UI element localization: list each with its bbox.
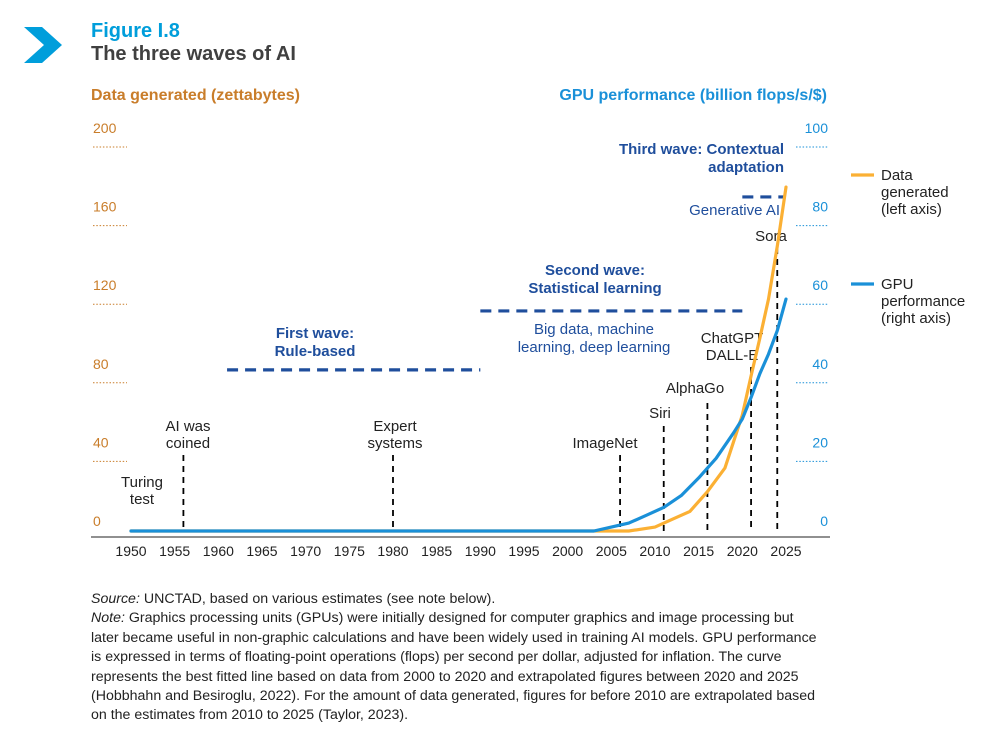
notes-block: Source: UNCTAD, based on various estimat… [91, 590, 821, 726]
right-tick-label: 0 [820, 513, 828, 529]
wave-title: Third wave: Contextual [619, 141, 784, 158]
left-axis-title: Data generated (zettabytes) [91, 87, 300, 104]
x-tick-label: 1985 [421, 543, 452, 559]
left-tick-label: 80 [93, 356, 109, 372]
source-text: UNCTAD, based on various estimates (see … [139, 591, 496, 607]
legend-label: (right axis) [881, 310, 951, 327]
x-tick-label: 1975 [334, 543, 365, 559]
event-label: test [130, 491, 155, 508]
legend-label: Data [881, 167, 913, 184]
event-label: Turing [121, 474, 163, 491]
x-tick-label: 1980 [377, 543, 408, 559]
wave-title: Rule-based [275, 343, 356, 360]
note-text: Graphics processing units (GPUs) were in… [91, 610, 817, 724]
wave-title: Statistical learning [528, 280, 661, 297]
legend-label: (left axis) [881, 201, 942, 218]
event-label: Expert [373, 418, 417, 435]
left-tick-label: 0 [93, 513, 101, 529]
legend-label: performance [881, 293, 965, 310]
wave-subtitle: Generative AI [689, 202, 780, 219]
source-label: Source: [91, 591, 140, 607]
series-line-data-generated [129, 185, 788, 533]
figure-title: The three waves of AI [91, 43, 296, 65]
x-tick-label: 2000 [552, 543, 583, 559]
x-tick-label: 2020 [727, 543, 758, 559]
chevron-logo-icon [24, 27, 62, 63]
left-tick-label: 120 [93, 277, 117, 293]
wave-title: First wave: [276, 325, 354, 342]
legend-label: GPU [881, 276, 914, 293]
event-label: Sora [755, 228, 787, 245]
chart: Data generated (zettabytes) GPU performan… [91, 87, 965, 559]
x-tick-label: 1995 [508, 543, 539, 559]
left-tick-label: 160 [93, 199, 117, 215]
event-label: ChatGPT [701, 330, 764, 347]
wave-title: Second wave: [545, 262, 645, 279]
right-tick-label: 60 [812, 277, 828, 293]
event-label: DALL-E [706, 347, 759, 364]
event-label: Siri [649, 405, 671, 422]
x-tick-label: 1965 [246, 543, 277, 559]
x-tick-label: 2015 [683, 543, 714, 559]
source-line: Source: UNCTAD, based on various estimat… [91, 590, 821, 609]
right-tick-label: 20 [812, 434, 828, 450]
legend-label: generated [881, 184, 949, 201]
left-tick-label: 40 [93, 434, 109, 450]
wave-title: adaptation [708, 159, 784, 176]
x-tick-label: 1990 [465, 543, 496, 559]
x-tick-label: 1955 [159, 543, 190, 559]
right-tick-label: 100 [805, 120, 829, 136]
series-line-gpu-performance [129, 297, 788, 533]
figure-number: Figure I.8 [91, 20, 180, 42]
wave-subtitle: Big data, machine [534, 321, 654, 338]
note-label: Note: [91, 610, 125, 627]
event-label: AI was [165, 418, 210, 435]
x-tick-label: 1950 [115, 543, 146, 559]
right-tick-label: 40 [812, 356, 828, 372]
x-tick-label: 2010 [639, 543, 670, 559]
wave-subtitle: learning, deep learning [518, 339, 671, 356]
x-tick-label: 2005 [596, 543, 627, 559]
note-paragraph: Note: Graphics processing units (GPUs) w… [91, 609, 821, 725]
event-label: AlphaGo [666, 380, 724, 397]
event-label: coined [166, 435, 210, 452]
left-tick-label: 200 [93, 120, 117, 136]
right-axis-title: GPU performance (billion flops/s/$) [559, 87, 827, 104]
x-tick-label: 1960 [203, 543, 234, 559]
event-label: ImageNet [572, 435, 638, 452]
x-tick-label: 1970 [290, 543, 321, 559]
x-tick-label: 2025 [770, 543, 801, 559]
right-tick-label: 80 [812, 199, 828, 215]
event-label: systems [367, 435, 422, 452]
